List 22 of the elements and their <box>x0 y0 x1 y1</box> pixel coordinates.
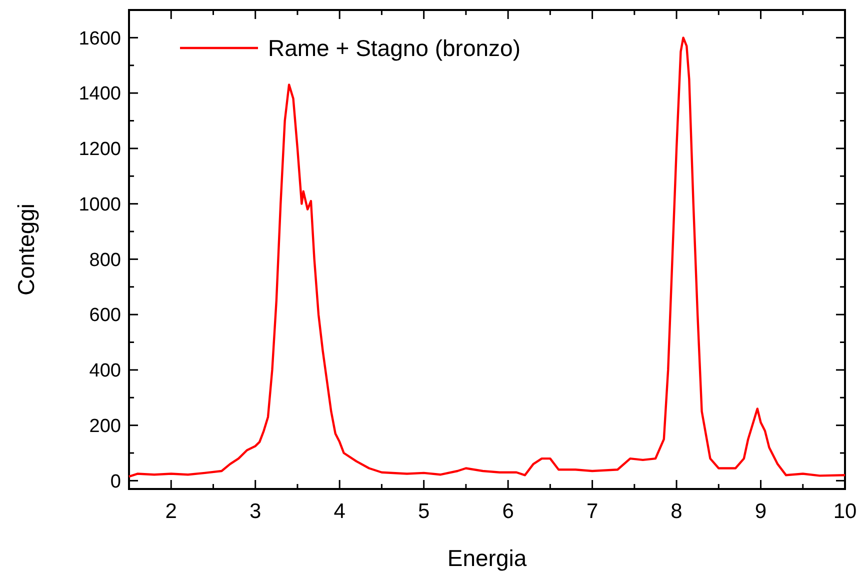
y-axis-title: Conteggi <box>13 203 39 296</box>
x-tick-label: 4 <box>334 500 346 523</box>
x-tick-label: 6 <box>502 500 514 523</box>
x-tick-label: 3 <box>250 500 262 523</box>
x-axis-title: Energia <box>447 545 527 571</box>
x-tick-label: 5 <box>418 500 430 523</box>
y-tick-label: 1000 <box>78 194 121 216</box>
y-tick-label: 600 <box>89 305 121 326</box>
y-tick-label: 1600 <box>78 28 121 50</box>
x-tick-label: 2 <box>165 500 177 523</box>
y-tick-label: 800 <box>89 250 121 271</box>
x-tick-label: 9 <box>754 500 767 523</box>
y-tick-label: 1400 <box>78 84 121 105</box>
y-tick-label: 200 <box>89 416 121 437</box>
legend-label: Rame + Stagno (bronzo) <box>268 35 520 62</box>
x-tick-label: 7 <box>586 500 598 523</box>
x-tick-label: 8 <box>670 500 682 523</box>
y-tick-label: 400 <box>89 360 121 382</box>
line-series <box>128 36 846 478</box>
x-tick-label: 10 <box>833 500 857 523</box>
y-tick-label: 1200 <box>78 139 121 160</box>
y-tick-label: 0 <box>110 471 121 492</box>
